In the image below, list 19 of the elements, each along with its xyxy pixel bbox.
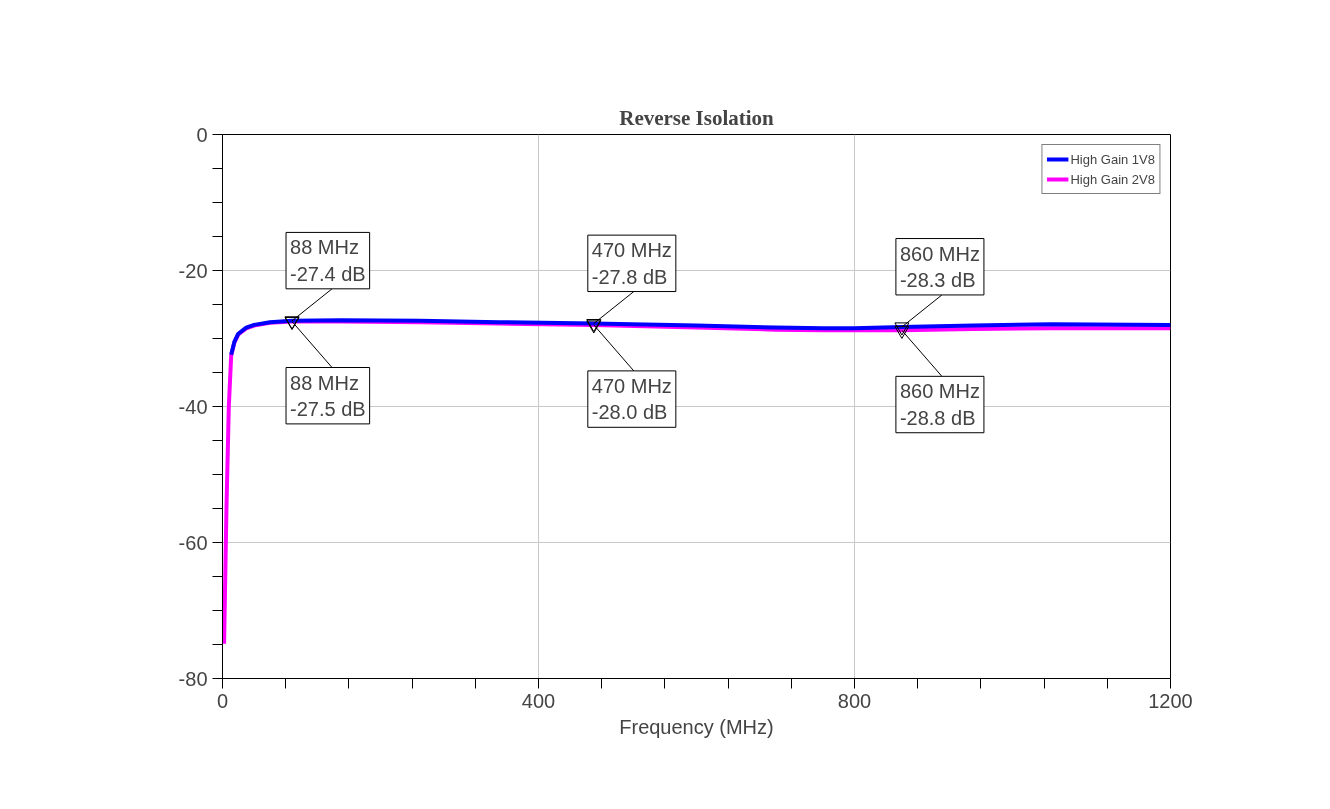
chart-title: Reverse Isolation — [619, 105, 775, 130]
legend-label: High Gain 2V8 — [1070, 171, 1155, 187]
annotation: 88 MHz -27.5 dB — [290, 371, 366, 420]
y-tick-label: -60 — [178, 531, 208, 554]
y-tick-label: -80 — [178, 667, 208, 690]
annotation: 470 MHz -27.8 dB — [591, 239, 672, 288]
legend-label: High Gain 1V8 — [1070, 151, 1155, 167]
x-tick-label: 0 — [216, 689, 229, 712]
x-tick-label: 800 — [837, 689, 872, 712]
x-tick-label: 1200 — [1148, 689, 1193, 712]
annotation: 470 MHz -28.0 dB — [591, 374, 672, 424]
annotation: 860 MHz -28.3 dB — [899, 242, 980, 291]
y-tick-label: 0 — [196, 123, 208, 146]
annotation: 860 MHz -28.8 dB — [899, 380, 980, 429]
x-axis-title: Frequency (MHz) — [619, 715, 774, 738]
x-tick-label: 400 — [521, 689, 556, 712]
annotation: 88 MHz -27.4 dB — [290, 236, 366, 285]
y-tick-label: -40 — [178, 395, 208, 418]
y-tick-label: -20 — [178, 259, 208, 282]
